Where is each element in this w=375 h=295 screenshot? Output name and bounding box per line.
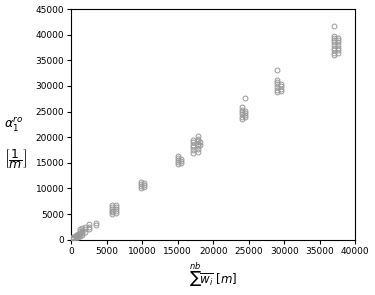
X-axis label: $\sum^{nb} \overline{w_i}\ [m]$: $\sum^{nb} \overline{w_i}\ [m]$ [189,261,237,289]
Text: $\left[\dfrac{1}{m}\right]$: $\left[\dfrac{1}{m}\right]$ [4,147,27,171]
Text: $\alpha_1^{ro}$: $\alpha_1^{ro}$ [4,115,23,133]
